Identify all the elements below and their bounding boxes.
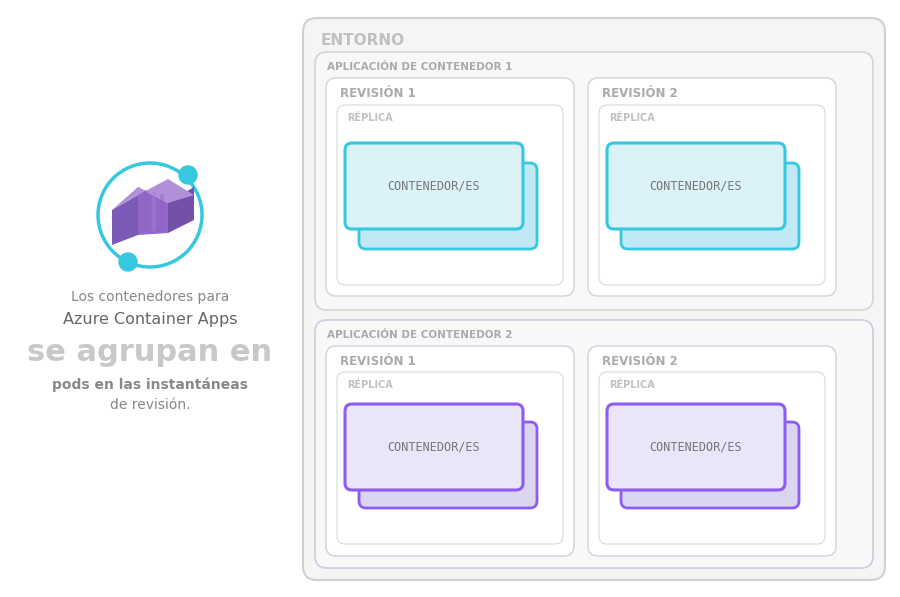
FancyBboxPatch shape xyxy=(621,422,799,508)
Text: RÉPLICA: RÉPLICA xyxy=(609,113,655,123)
Text: APLICACIÓN DE CONTENEDOR 1: APLICACIÓN DE CONTENEDOR 1 xyxy=(327,62,512,72)
Text: RÉPLICA: RÉPLICA xyxy=(347,380,392,390)
FancyBboxPatch shape xyxy=(588,346,836,556)
Text: REVISIÓN 2: REVISIÓN 2 xyxy=(602,355,678,368)
FancyBboxPatch shape xyxy=(607,404,785,490)
FancyBboxPatch shape xyxy=(303,18,885,580)
Polygon shape xyxy=(112,195,138,245)
FancyBboxPatch shape xyxy=(607,143,785,229)
FancyBboxPatch shape xyxy=(345,143,523,229)
Text: CONTENEDOR/ES: CONTENEDOR/ES xyxy=(388,441,481,454)
Text: CONTENEDOR/ES: CONTENEDOR/ES xyxy=(650,441,742,454)
FancyBboxPatch shape xyxy=(326,78,574,296)
Text: Azure Container Apps: Azure Container Apps xyxy=(63,312,238,327)
Text: de revisión.: de revisión. xyxy=(110,398,190,412)
Text: REVISIÓN 1: REVISIÓN 1 xyxy=(340,355,416,368)
Text: RÉPLICA: RÉPLICA xyxy=(609,380,655,390)
Polygon shape xyxy=(138,187,168,235)
Polygon shape xyxy=(152,192,156,231)
Polygon shape xyxy=(168,187,194,233)
Circle shape xyxy=(119,253,137,271)
FancyBboxPatch shape xyxy=(599,105,825,285)
Text: Los contenedores para: Los contenedores para xyxy=(71,290,229,304)
FancyBboxPatch shape xyxy=(599,372,825,544)
Text: CONTENEDOR/ES: CONTENEDOR/ES xyxy=(388,180,481,192)
Circle shape xyxy=(179,166,197,184)
FancyBboxPatch shape xyxy=(359,163,537,249)
Text: se agrupan en: se agrupan en xyxy=(27,338,273,367)
Polygon shape xyxy=(112,179,194,210)
Polygon shape xyxy=(144,190,148,232)
Polygon shape xyxy=(160,194,164,230)
Text: APLICACIÓN DE CONTENEDOR 2: APLICACIÓN DE CONTENEDOR 2 xyxy=(327,330,512,340)
Text: REVISIÓN 1: REVISIÓN 1 xyxy=(340,87,416,100)
FancyBboxPatch shape xyxy=(337,105,563,285)
FancyBboxPatch shape xyxy=(588,78,836,296)
FancyBboxPatch shape xyxy=(359,422,537,508)
Text: REVISIÓN 2: REVISIÓN 2 xyxy=(602,87,678,100)
FancyBboxPatch shape xyxy=(337,372,563,544)
FancyBboxPatch shape xyxy=(315,52,873,310)
FancyBboxPatch shape xyxy=(621,163,799,249)
FancyBboxPatch shape xyxy=(345,404,523,490)
Text: pods en las instantáneas: pods en las instantáneas xyxy=(52,378,248,392)
FancyBboxPatch shape xyxy=(326,346,574,556)
Text: CONTENEDOR/ES: CONTENEDOR/ES xyxy=(650,180,742,192)
Text: RÉPLICA: RÉPLICA xyxy=(347,113,392,123)
FancyBboxPatch shape xyxy=(315,320,873,568)
Text: ENTORNO: ENTORNO xyxy=(321,33,405,48)
